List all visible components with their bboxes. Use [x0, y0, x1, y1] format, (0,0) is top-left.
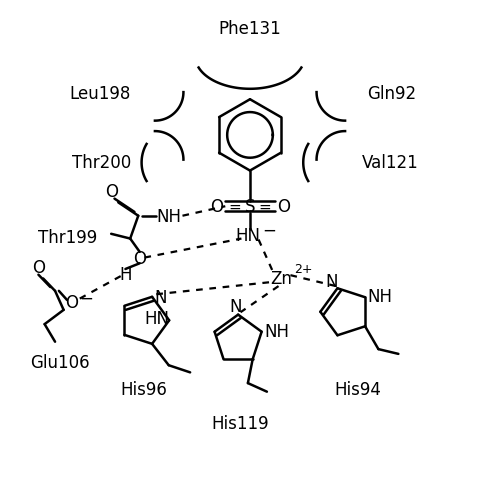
Text: Thr199: Thr199 — [38, 228, 98, 247]
Text: O: O — [65, 294, 78, 312]
Text: Gln92: Gln92 — [367, 85, 416, 103]
Text: O: O — [133, 249, 146, 267]
Text: O: O — [32, 258, 45, 276]
Text: Thr200: Thr200 — [72, 154, 132, 172]
Text: Phe131: Phe131 — [218, 20, 282, 38]
Text: Zn: Zn — [270, 269, 292, 287]
Text: NH: NH — [368, 288, 393, 306]
Text: O: O — [210, 198, 223, 216]
Text: His94: His94 — [334, 381, 382, 398]
Text: His119: His119 — [211, 414, 268, 432]
Text: Glu106: Glu106 — [30, 353, 90, 372]
Text: 2+: 2+ — [294, 263, 313, 276]
Text: S: S — [245, 198, 256, 216]
Text: Leu198: Leu198 — [70, 85, 131, 103]
Text: His96: His96 — [120, 381, 168, 398]
Text: N: N — [230, 298, 242, 315]
Text: Val121: Val121 — [362, 154, 418, 172]
Text: =: = — [228, 199, 241, 214]
Text: −: − — [262, 222, 276, 240]
Text: =: = — [259, 199, 272, 214]
Text: O: O — [277, 198, 290, 216]
Text: NH: NH — [264, 322, 289, 340]
Text: N: N — [326, 273, 338, 290]
Text: O: O — [106, 182, 118, 200]
Text: −: − — [79, 289, 93, 307]
Text: HN: HN — [235, 226, 260, 244]
Text: H: H — [119, 265, 132, 283]
Text: NH: NH — [156, 207, 182, 225]
Text: HN: HN — [145, 309, 170, 327]
Text: N: N — [154, 288, 167, 306]
